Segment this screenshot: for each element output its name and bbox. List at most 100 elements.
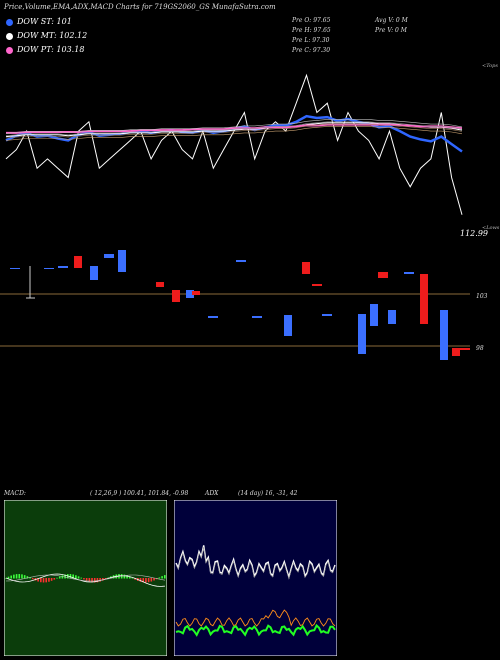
macd-histogram-bar xyxy=(104,578,107,580)
legend-dow-st: DOW ST: 101 xyxy=(6,17,72,26)
macd-chart xyxy=(4,500,167,656)
price-chart: <Tops <Lows xyxy=(5,63,500,231)
macd-histogram-bar xyxy=(21,574,23,579)
lows-label: <Lows xyxy=(482,225,500,231)
macd-histogram-bar xyxy=(48,578,50,582)
ohlc-volume: Pre V: 0 M xyxy=(375,27,407,34)
candle xyxy=(172,290,180,302)
macd-histogram-bar xyxy=(96,578,99,583)
macd-histogram-bar xyxy=(69,574,72,579)
macd-histogram-bar xyxy=(139,578,142,582)
macd-histogram-bar xyxy=(53,578,56,580)
macd-histogram-bar xyxy=(164,575,166,579)
candle xyxy=(74,256,82,268)
candle xyxy=(208,316,218,318)
macd-histogram-bar xyxy=(75,575,77,579)
macd-histogram-bar xyxy=(42,578,45,583)
price-line-fan xyxy=(5,123,463,139)
macd-histogram-bar xyxy=(131,577,134,579)
macd-label: MACD: xyxy=(4,490,26,497)
macd-histogram-bar xyxy=(126,575,128,579)
candle xyxy=(156,282,164,287)
candle-group xyxy=(10,250,470,360)
macd-histogram-bar xyxy=(150,578,153,582)
macd-line xyxy=(5,573,166,587)
legend-label-mt: DOW MT: 102.12 xyxy=(17,31,88,40)
price-line-fan xyxy=(5,126,463,141)
macd-values: ( 12,26,9 ) 100.41, 101.84, -0.98 xyxy=(90,490,189,497)
macd-signal-line xyxy=(5,574,166,582)
adx-series xyxy=(175,545,336,637)
legend-swatch-st xyxy=(6,18,13,26)
macd-histogram-bar xyxy=(85,578,88,581)
macd-histogram-bar xyxy=(83,578,85,580)
tops-label: <Tops xyxy=(482,63,498,69)
ohlc-open: Pre O: 97.65 xyxy=(292,17,331,24)
macd-histogram-bar xyxy=(102,578,104,581)
candle xyxy=(404,272,414,274)
candle xyxy=(370,304,378,326)
candle xyxy=(252,316,262,318)
candle xyxy=(104,254,114,258)
macd-histogram-bar xyxy=(91,578,93,583)
price-line-group xyxy=(5,73,463,215)
legend-dow-mt: DOW MT: 102.12 xyxy=(6,31,87,40)
candle xyxy=(236,260,246,262)
adx-panel-bg xyxy=(174,500,337,656)
macd-histogram-bar xyxy=(37,578,39,582)
price-line-close xyxy=(5,73,463,215)
price-line-fan xyxy=(5,121,463,136)
macd-histogram-bar xyxy=(147,578,150,583)
macd-histogram-bar xyxy=(88,578,91,582)
adx-line xyxy=(175,623,336,637)
candle xyxy=(118,250,126,272)
candle xyxy=(452,348,460,356)
legend-label-pt: DOW PT: 103.18 xyxy=(17,45,85,54)
adx-plus-di xyxy=(175,545,336,580)
ohlc-high: Pre H: 97.65 xyxy=(292,27,331,34)
macd-histogram-bar xyxy=(93,578,96,583)
price-line-pt xyxy=(6,123,463,134)
macd-histogram-bar xyxy=(31,578,34,580)
chart-title: Price,Volume,EMA,ADX,MACD Charts for 719… xyxy=(4,3,276,11)
macd-histogram-bar xyxy=(10,575,12,579)
macd-histogram-bar xyxy=(50,578,53,581)
macd-histogram-bar xyxy=(77,576,80,579)
candle xyxy=(10,268,20,269)
legend-swatch-mt xyxy=(6,32,13,40)
macd-histogram-bar xyxy=(145,578,147,583)
macd-histogram-bar xyxy=(72,574,74,579)
candle xyxy=(284,315,292,336)
macd-series xyxy=(5,573,166,587)
candle xyxy=(388,310,396,324)
candle xyxy=(312,284,322,286)
adx-minus-di xyxy=(175,609,336,627)
macd-histogram-bar xyxy=(161,576,163,579)
macd-histogram-bar xyxy=(5,578,7,579)
macd-histogram-bar xyxy=(58,576,61,579)
macd-histogram-bar xyxy=(99,578,101,582)
candle xyxy=(302,262,310,274)
price-line-fan xyxy=(5,119,463,134)
macd-histogram-bar xyxy=(45,578,48,583)
macd-histogram-bar xyxy=(61,575,64,579)
macd-histogram-bar xyxy=(64,574,66,579)
adx-values: (14 day) 16, -31, 42 xyxy=(238,490,298,497)
candle-chart: 103 98 xyxy=(0,250,488,360)
macd-histogram-bar xyxy=(158,577,161,579)
macd-histogram-bar xyxy=(142,578,145,583)
macd-histogram-bar xyxy=(80,577,83,579)
legend-swatch-pt xyxy=(6,46,13,54)
candle xyxy=(460,348,470,350)
candle xyxy=(90,266,98,280)
last-price-label: 112.99 xyxy=(460,229,488,238)
candle xyxy=(192,291,200,295)
macd-histogram-bar xyxy=(7,576,10,579)
ohlc-avg-volume: Avg V: 0 M xyxy=(375,17,408,24)
candle xyxy=(44,268,54,269)
adx-label: ADX xyxy=(205,490,219,497)
macd-histogram-bar xyxy=(56,577,58,579)
macd-histogram-bar xyxy=(15,574,18,579)
adx-chart xyxy=(174,500,337,656)
macd-histogram-bar xyxy=(153,578,155,581)
